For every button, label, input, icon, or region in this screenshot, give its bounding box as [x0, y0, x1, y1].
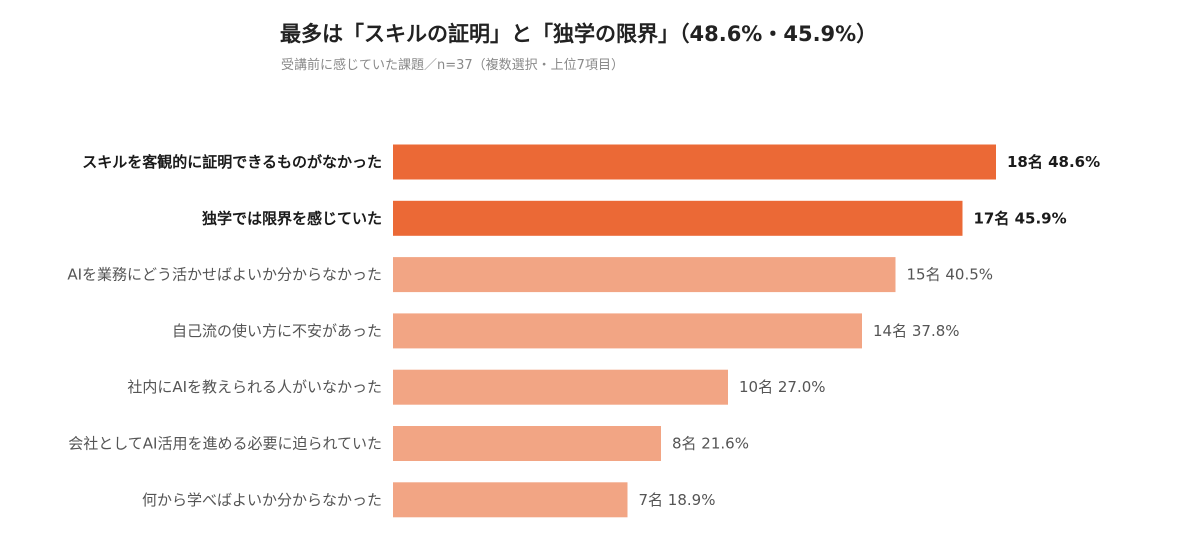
bar-2: [393, 257, 896, 293]
bar-6: [393, 482, 628, 518]
chart-subtitle: 受講前に感じていた課題／n=37（複数選択・上位7項目）: [281, 58, 624, 73]
category-label-4: 社内にAIを教えられる人がいなかった: [127, 378, 382, 396]
category-label-1: 独学では限界を感じていた: [202, 209, 382, 227]
value-label-0: 18名 48.6%: [1007, 153, 1100, 171]
value-label-1: 17名 45.9%: [974, 209, 1067, 227]
value-label-4: 10名 27.0%: [739, 378, 826, 396]
category-label-5: 会社としてAI活用を進める必要に迫られていた: [68, 435, 382, 453]
value-label-6: 7名 18.9%: [639, 491, 716, 509]
bar-4: [393, 369, 728, 405]
category-label-3: 自己流の使い方に不安があった: [172, 322, 382, 340]
bar-3: [393, 313, 862, 349]
chart-title: 最多は「スキルの証明」と「独学の限界」（48.6%・45.9%）: [280, 22, 878, 46]
category-label-6: 何から学べばよいか分からなかった: [142, 491, 382, 509]
bar-0: [393, 144, 996, 180]
value-label-5: 8名 21.6%: [672, 435, 749, 453]
value-label-2: 15名 40.5%: [907, 266, 994, 284]
value-label-3: 14名 37.8%: [873, 322, 960, 340]
bar-1: [393, 200, 963, 236]
category-label-2: AIを業務にどう活かせばよいか分からなかった: [67, 266, 382, 284]
category-label-0: スキルを客観的に証明できるものがなかった: [82, 153, 382, 171]
bar-5: [393, 426, 661, 461]
